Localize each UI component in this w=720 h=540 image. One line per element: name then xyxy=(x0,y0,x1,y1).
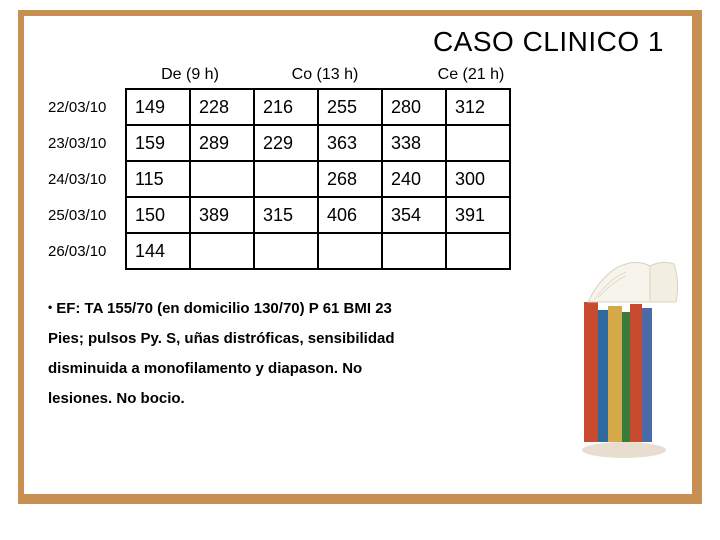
data-cell: 363 xyxy=(318,125,382,161)
table-row: 22/03/10 149 228 216 255 280 312 xyxy=(48,89,510,125)
notes-line: •EF: TA 155/70 (en domicilio 130/70) P 6… xyxy=(48,294,588,324)
data-cell xyxy=(382,233,446,269)
data-cell: 229 xyxy=(254,125,318,161)
data-cell: 268 xyxy=(318,161,382,197)
glucose-data-table: 22/03/10 149 228 216 255 280 312 23/03/1… xyxy=(48,88,511,270)
data-cell: 280 xyxy=(382,89,446,125)
row-date: 23/03/10 xyxy=(48,125,126,161)
table-row: 24/03/10 115 268 240 300 xyxy=(48,161,510,197)
books-decoration-icon xyxy=(580,242,682,472)
row-date: 25/03/10 xyxy=(48,197,126,233)
data-cell xyxy=(254,233,318,269)
header-co: Co (13 h) xyxy=(254,66,396,84)
slide-outer-frame: CASO CLINICO 1 De (9 h) Co (13 h) Ce (21… xyxy=(18,10,702,504)
table-header-groups: De (9 h) Co (13 h) Ce (21 h) xyxy=(126,66,668,84)
data-cell xyxy=(190,233,254,269)
data-cell: 150 xyxy=(126,197,190,233)
data-cell: 312 xyxy=(446,89,510,125)
clinical-notes: •EF: TA 155/70 (en domicilio 130/70) P 6… xyxy=(48,294,588,414)
notes-line: Pies; pulsos Py. S, uñas distróficas, se… xyxy=(48,324,588,354)
data-cell: 216 xyxy=(254,89,318,125)
data-cell: 338 xyxy=(382,125,446,161)
data-cell: 144 xyxy=(126,233,190,269)
notes-line: lesiones. No bocio. xyxy=(48,384,588,414)
table-row: 25/03/10 150 389 315 406 354 391 xyxy=(48,197,510,233)
row-date: 26/03/10 xyxy=(48,233,126,269)
row-date: 22/03/10 xyxy=(48,89,126,125)
data-cell xyxy=(318,233,382,269)
data-cell: 115 xyxy=(126,161,190,197)
data-cell: 389 xyxy=(190,197,254,233)
slide-title: CASO CLINICO 1 xyxy=(48,26,668,58)
data-cell: 289 xyxy=(190,125,254,161)
slide-inner-frame: CASO CLINICO 1 De (9 h) Co (13 h) Ce (21… xyxy=(24,16,692,494)
data-cell: 315 xyxy=(254,197,318,233)
header-de: De (9 h) xyxy=(126,66,254,84)
data-cell: 354 xyxy=(382,197,446,233)
bullet-icon: • xyxy=(48,295,52,319)
data-cell xyxy=(190,161,254,197)
notes-line: disminuida a monofilamento y diapason. N… xyxy=(48,354,588,384)
table-row: 23/03/10 159 289 229 363 338 xyxy=(48,125,510,161)
data-cell: 406 xyxy=(318,197,382,233)
data-cell: 240 xyxy=(382,161,446,197)
data-cell xyxy=(446,125,510,161)
data-cell xyxy=(446,233,510,269)
data-cell: 300 xyxy=(446,161,510,197)
data-cell: 159 xyxy=(126,125,190,161)
data-cell xyxy=(254,161,318,197)
data-cell: 228 xyxy=(190,89,254,125)
notes-text: EF: TA 155/70 (en domicilio 130/70) P 61… xyxy=(56,300,392,317)
data-cell: 255 xyxy=(318,89,382,125)
data-cell: 391 xyxy=(446,197,510,233)
header-ce: Ce (21 h) xyxy=(396,66,546,84)
row-date: 24/03/10 xyxy=(48,161,126,197)
table-row: 26/03/10 144 xyxy=(48,233,510,269)
data-cell: 149 xyxy=(126,89,190,125)
